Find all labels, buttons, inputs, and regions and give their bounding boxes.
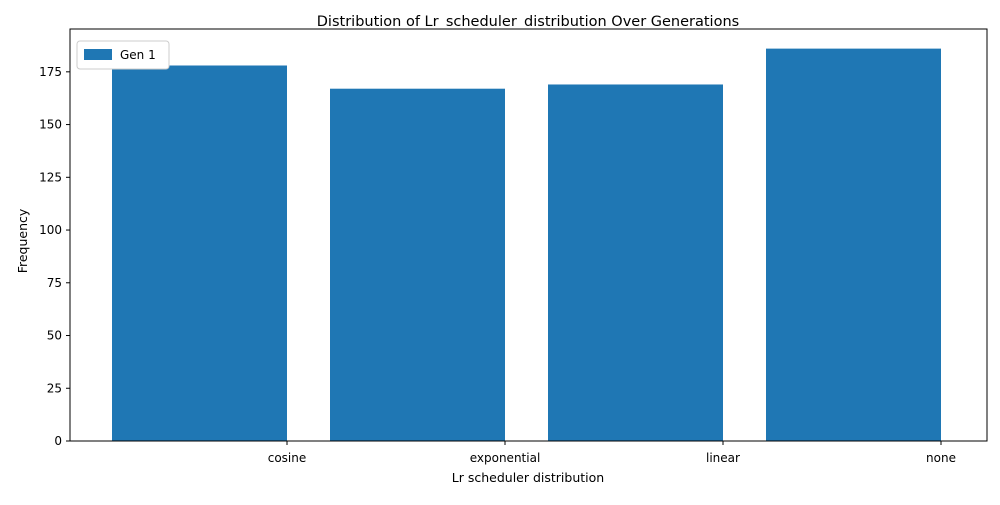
y-tick-label: 100 bbox=[39, 223, 62, 237]
plot-frame bbox=[69, 28, 988, 442]
y-tick-label: 125 bbox=[39, 170, 62, 184]
legend: Gen 1 bbox=[76, 40, 170, 70]
bar-linear bbox=[548, 84, 723, 442]
y-tick-label: 150 bbox=[39, 118, 62, 132]
y-axis-ticks: 0 25 50 75 100 125 150 175 bbox=[39, 65, 70, 448]
y-tick-label: 25 bbox=[47, 381, 62, 395]
x-tick-label-none: none bbox=[926, 451, 956, 465]
y-tick-label: 175 bbox=[39, 65, 62, 79]
y-tick-label: 50 bbox=[47, 329, 62, 343]
x-tick-label-linear: linear bbox=[706, 451, 740, 465]
y-tick-label: 0 bbox=[54, 434, 62, 448]
legend-swatch bbox=[84, 49, 112, 60]
chart-title: Distribution of Lr_scheduler_distributio… bbox=[317, 14, 739, 30]
bar-none bbox=[766, 48, 941, 441]
legend-label: Gen 1 bbox=[120, 48, 156, 62]
x-axis-label: Lr scheduler distribution bbox=[452, 470, 604, 485]
bar-exponential bbox=[330, 88, 505, 441]
x-axis-ticks: cosine exponential linear none bbox=[268, 441, 956, 465]
bars-group bbox=[112, 48, 941, 442]
legend-box bbox=[76, 40, 170, 70]
x-tick-label-exponential: exponential bbox=[470, 451, 541, 465]
y-axis-label: Frequency bbox=[15, 208, 30, 273]
x-tick-label-cosine: cosine bbox=[268, 451, 307, 465]
y-tick-label: 75 bbox=[47, 276, 62, 290]
bar-cosine bbox=[112, 65, 287, 441]
